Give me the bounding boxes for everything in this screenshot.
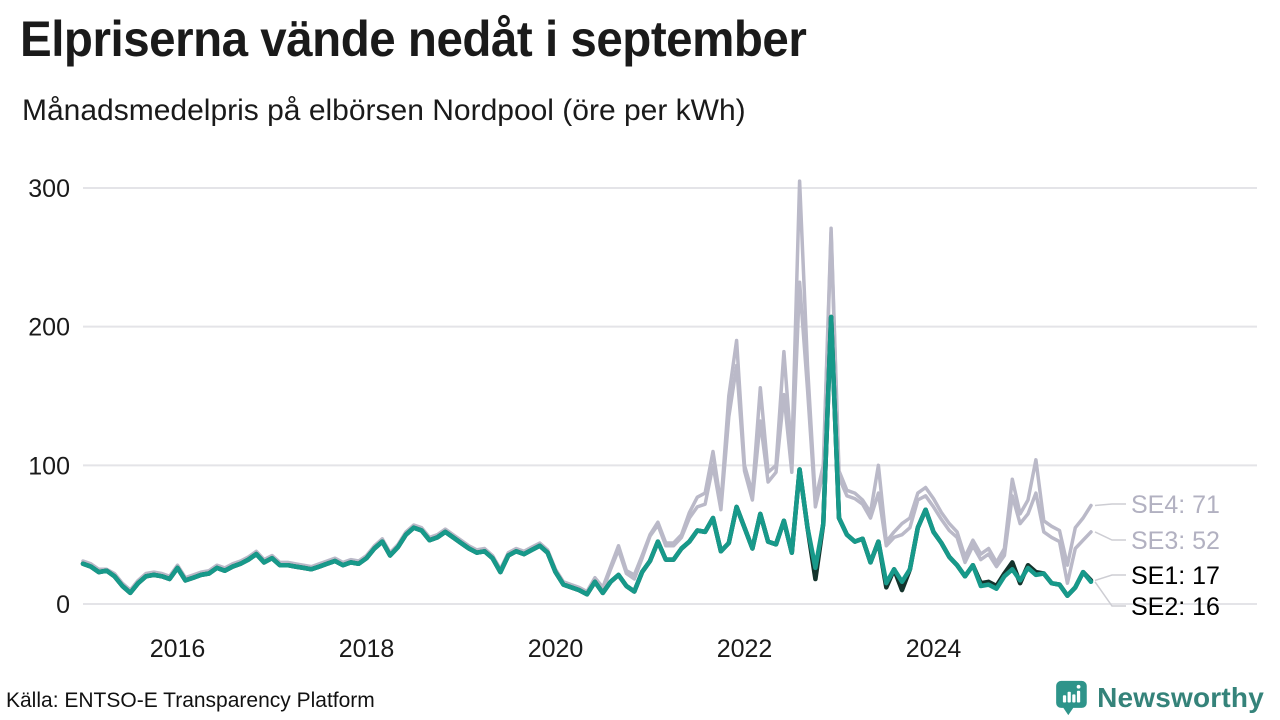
series-end-label-SE1: SE1: 17 bbox=[1131, 562, 1220, 590]
leader-line-SE2 bbox=[1094, 581, 1126, 607]
series-line-SE1 bbox=[80, 314, 1094, 598]
series-end-label-SE3: SE3: 52 bbox=[1131, 527, 1220, 555]
x-axis-tick-label: 2024 bbox=[906, 635, 962, 663]
series-line-SE2 bbox=[80, 314, 1094, 598]
source-text: Källa: ENTSO-E Transparency Platform bbox=[6, 689, 375, 712]
x-axis-tick-label: 2020 bbox=[528, 635, 584, 663]
chart-speech-bubble-icon bbox=[1056, 680, 1087, 716]
x-axis-tick-label: 2016 bbox=[150, 635, 206, 663]
x-axis-tick-label: 2018 bbox=[339, 635, 395, 663]
x-axis-tick-label: 2022 bbox=[717, 635, 773, 663]
leader-line-SE3 bbox=[1094, 531, 1126, 541]
leader-line-SE1 bbox=[1094, 574, 1126, 582]
series-end-label-SE2: SE2: 16 bbox=[1131, 593, 1220, 621]
page-title: Elpriserna vände nedåt i september bbox=[20, 11, 807, 67]
leader-line-SE4 bbox=[1094, 503, 1126, 507]
chart-subtitle: Månadsmedelpris på elbörsen Nordpool (ör… bbox=[22, 94, 746, 127]
price-line-chart: 0 100 200 300 2016 2018 2020 2022 2024 SE4: 71 SE3… bbox=[28, 175, 1257, 663]
newsworthy-logo: Newsworthy bbox=[1053, 678, 1264, 718]
brand-name: Newsworthy bbox=[1097, 682, 1264, 713]
y-axis-tick-label: 0 bbox=[56, 591, 70, 619]
series-end-label-SE4: SE4: 71 bbox=[1131, 491, 1220, 519]
y-axis-tick-label: 100 bbox=[28, 452, 70, 480]
y-axis-tick-label: 300 bbox=[28, 175, 70, 203]
series-line-SE4 bbox=[81, 179, 1093, 594]
y-axis-tick-label: 200 bbox=[28, 314, 70, 342]
